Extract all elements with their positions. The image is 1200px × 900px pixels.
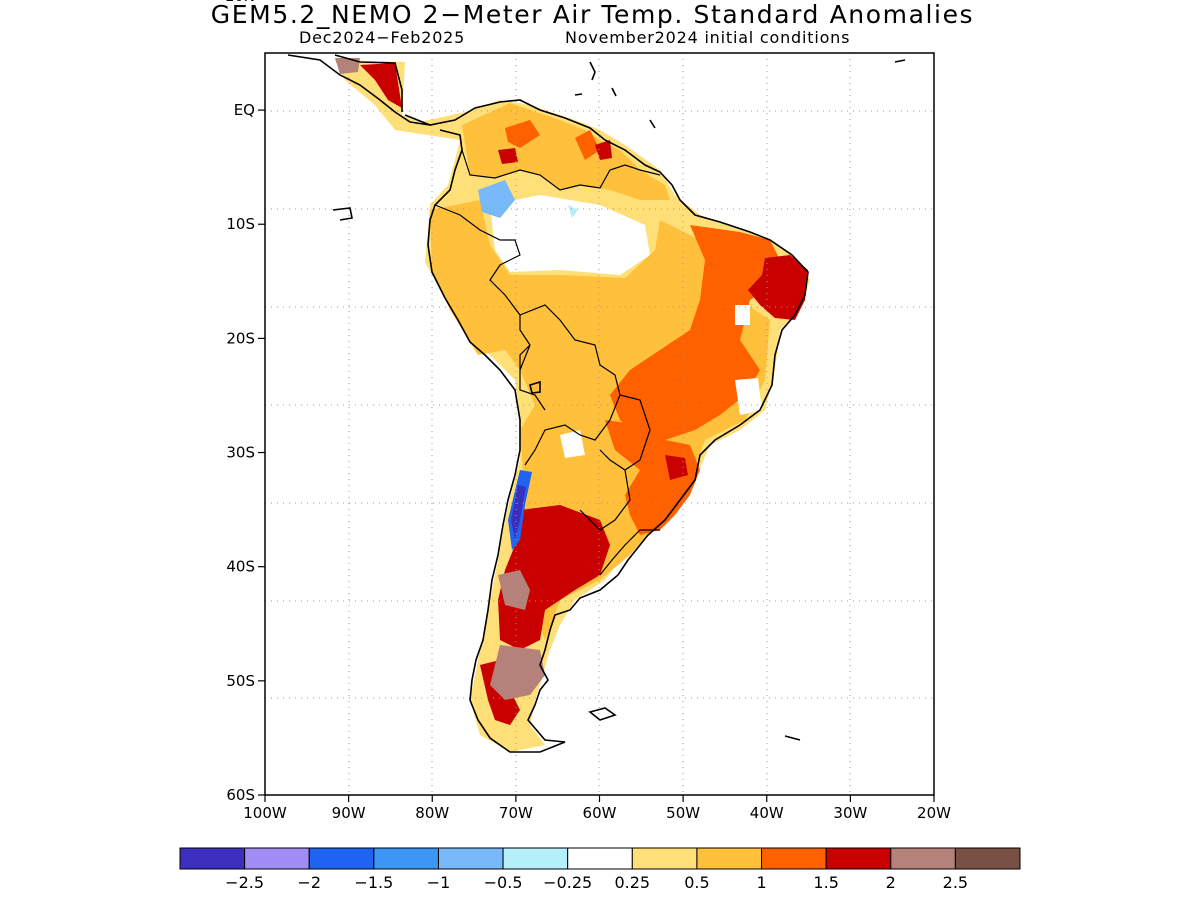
legend-swatch bbox=[761, 847, 827, 870]
legend-swatch bbox=[179, 847, 246, 870]
lat-tick-label: 10S bbox=[226, 215, 255, 233]
lon-tick-label: 30W bbox=[833, 804, 867, 822]
region-tan-patagonia bbox=[490, 570, 545, 700]
legend-label: 0.5 bbox=[684, 873, 709, 892]
lon-tick-label: 80W bbox=[415, 804, 449, 822]
lon-tick-label: 20W bbox=[917, 804, 951, 822]
country-borders bbox=[434, 149, 661, 576]
legend-swatch bbox=[502, 847, 569, 870]
central-america-coast bbox=[287, 54, 431, 126]
region-red-central-america bbox=[360, 63, 402, 108]
region-cyan-patch bbox=[568, 205, 578, 218]
lon-tick-label: 60W bbox=[583, 804, 617, 822]
falkland-islands bbox=[588, 707, 617, 721]
coastlines bbox=[287, 54, 906, 753]
legend-swatch bbox=[631, 847, 698, 870]
forecast-period: Dec2024−Feb2025 bbox=[299, 28, 466, 47]
region-orange bbox=[430, 200, 770, 640]
lat-tick-label: 10N bbox=[225, 0, 255, 5]
legend-swatch bbox=[244, 847, 310, 870]
legend-swatch bbox=[890, 847, 956, 870]
legend-swatch bbox=[567, 847, 633, 870]
legend-swatch bbox=[825, 847, 892, 870]
legend-label: −0.5 bbox=[484, 873, 523, 892]
region-red-patagonia bbox=[498, 505, 610, 650]
color-legend: −2.5 −2 −1.5 −1 −0.5 −0.25 0.25 0.5 1 1.5 2 2.5 bbox=[179, 847, 1021, 892]
white-patches bbox=[560, 305, 762, 458]
lat-tick-label: 60S bbox=[226, 786, 255, 804]
legend-swatch bbox=[373, 847, 439, 870]
amazon-neutral bbox=[490, 195, 650, 275]
lake-titicaca bbox=[529, 380, 541, 394]
lat-tick-label: 40S bbox=[226, 558, 255, 576]
grid-lines bbox=[265, 53, 934, 795]
lat-tick-label: 50S bbox=[226, 672, 255, 690]
lat-axis: 10N EQ 10S 20S 30S 40S 50S 60S bbox=[225, 0, 265, 804]
legend-label: −0.25 bbox=[543, 873, 592, 892]
lon-tick-label: 40W bbox=[750, 804, 784, 822]
region-andes-strong-negative bbox=[511, 485, 526, 540]
legend-label: 2.5 bbox=[943, 873, 968, 892]
legend-swatch bbox=[437, 847, 504, 870]
chart-title: GEM5.2_NEMO 2−Meter Air Temp. Standard A… bbox=[210, 0, 975, 29]
legend-label: 2 bbox=[886, 873, 896, 892]
legend-swatch bbox=[308, 847, 375, 870]
lon-tick-label: 50W bbox=[666, 804, 700, 822]
initial-conditions: November2024 initial conditions bbox=[565, 28, 851, 47]
lon-tick-label: 90W bbox=[332, 804, 366, 822]
legend-label: 1.5 bbox=[813, 873, 838, 892]
legend-label: −1 bbox=[427, 873, 451, 892]
legend-label: −2 bbox=[297, 873, 321, 892]
south-america-coast bbox=[404, 99, 809, 753]
lon-tick-label: 70W bbox=[499, 804, 533, 822]
region-red-ne-brazil bbox=[748, 255, 808, 320]
legend-swatch bbox=[696, 847, 763, 870]
legend-swatch bbox=[954, 847, 1021, 870]
region-dark-orange-north bbox=[505, 120, 600, 160]
region-tan-central-america bbox=[335, 58, 360, 74]
legend-label: −1.5 bbox=[354, 873, 393, 892]
lat-tick-label: 30S bbox=[226, 444, 255, 462]
caribbean-islands bbox=[332, 59, 906, 221]
legend-label: −2.5 bbox=[225, 873, 264, 892]
lat-tick-label: 20S bbox=[226, 329, 255, 347]
legend-label: 1 bbox=[756, 873, 766, 892]
south-georgia bbox=[784, 735, 801, 741]
anomaly-field bbox=[335, 58, 810, 752]
lon-tick-label: 100W bbox=[243, 804, 287, 822]
lon-axis: 100W 90W 80W 70W 60W 50W 40W 30W 20W bbox=[243, 795, 951, 822]
legend-label: 0.25 bbox=[614, 873, 650, 892]
lat-tick-label: EQ bbox=[234, 101, 255, 119]
